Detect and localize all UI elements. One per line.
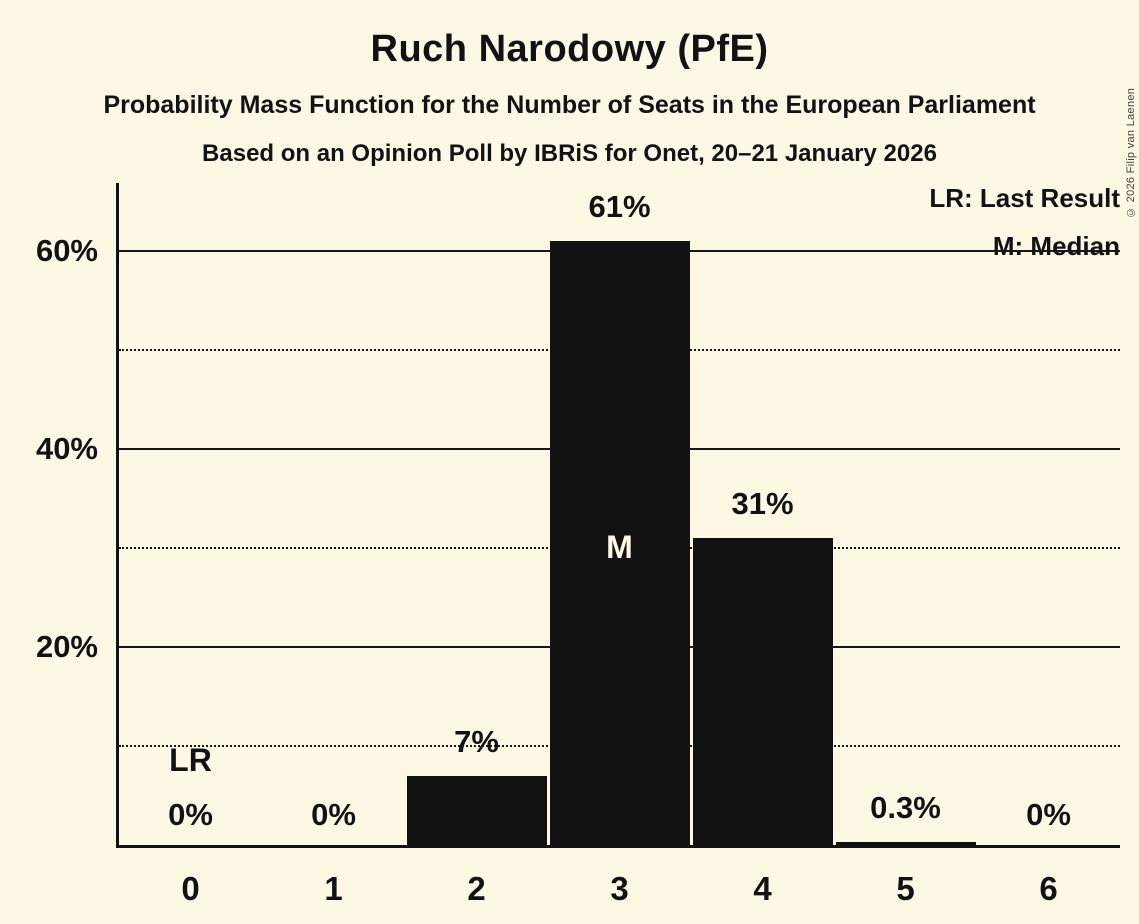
x-tick-label-4: 4 xyxy=(753,870,772,907)
x-tick-label-3: 3 xyxy=(610,870,629,907)
poll-details-subtitle: Based on an Opinion Poll by IBRiS for On… xyxy=(202,140,937,167)
chart-subtitle: Probability Mass Function for the Number… xyxy=(103,91,1036,119)
x-tick-label-0: 0 xyxy=(181,870,200,907)
x-tick-label-5: 5 xyxy=(896,870,915,907)
legend-last-result: LR: Last Result xyxy=(929,183,1120,213)
copyright-text: © 2026 Filip van Laenen xyxy=(1125,87,1137,218)
bar-seats-5 xyxy=(835,842,976,845)
y-tick-label-40%: 40% xyxy=(35,431,98,467)
x-tick-label-6: 6 xyxy=(1039,870,1058,907)
bar-seats-3 xyxy=(549,241,690,845)
median-annotation: M xyxy=(606,529,633,565)
bar-value-label: 0.3% xyxy=(870,790,941,826)
last-result-annotation: LR xyxy=(169,742,212,778)
bar-value-label: 0% xyxy=(1026,797,1071,832)
bar-value-label: 61% xyxy=(588,189,651,225)
bar-value-label: 7% xyxy=(454,723,499,759)
plot-area: 0% 0% 7% 61% 31% 0.3% 0% LR M xyxy=(116,183,1120,848)
bar-value-label: 0% xyxy=(168,797,213,832)
bar-seats-4 xyxy=(692,538,833,845)
y-tick-label-60%: 60% xyxy=(35,233,98,269)
chart-title: Ruch Narodowy (PfE) xyxy=(370,28,769,70)
bar-value-label: 31% xyxy=(731,486,794,522)
x-tick-label-1: 1 xyxy=(324,870,343,907)
legend-median: M: Median xyxy=(992,231,1120,261)
bar-value-label: 0% xyxy=(311,797,356,832)
x-tick-label-2: 2 xyxy=(467,870,486,907)
bar-seats-2 xyxy=(406,775,547,845)
y-tick-label-20%: 20% xyxy=(35,629,98,665)
